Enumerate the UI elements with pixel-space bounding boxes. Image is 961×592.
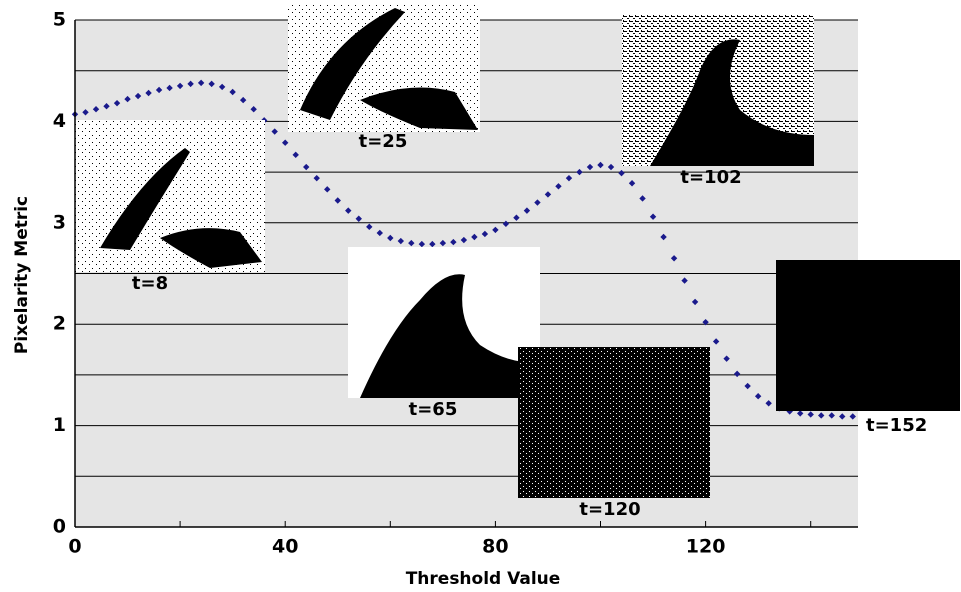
inset-image (518, 347, 710, 498)
point (439, 239, 447, 247)
point (229, 88, 236, 96)
inset-label: t=8 (132, 273, 168, 294)
point (670, 255, 678, 262)
point (481, 230, 489, 238)
point (471, 233, 478, 241)
point (387, 234, 394, 242)
point (271, 128, 278, 135)
point (534, 199, 541, 206)
point (334, 197, 341, 204)
point (628, 180, 636, 187)
point (723, 355, 730, 362)
point (134, 92, 142, 100)
point (460, 236, 468, 244)
y-axis-title: Pixelarity Metric (12, 196, 32, 354)
point (187, 80, 194, 88)
point (597, 161, 604, 169)
point (691, 298, 699, 306)
point (218, 83, 226, 91)
x-tick-label: 40 (272, 536, 298, 558)
inset-label: t=65 (409, 399, 458, 420)
point (397, 237, 405, 245)
inset-label: t=152 (866, 415, 927, 436)
point (250, 106, 257, 113)
point (303, 163, 310, 171)
x-tick-label: 0 (68, 536, 81, 558)
point (418, 240, 426, 248)
point (324, 186, 331, 193)
point (754, 392, 762, 400)
point (818, 412, 825, 419)
point (155, 86, 163, 94)
point (576, 168, 583, 176)
point (555, 183, 562, 190)
point (450, 238, 457, 246)
point (113, 99, 121, 107)
inset-image (348, 247, 540, 398)
point (429, 240, 436, 248)
point (166, 84, 173, 92)
point (282, 139, 289, 146)
inset-label: t=102 (680, 167, 741, 188)
point (849, 413, 856, 420)
x-tick-label: 80 (482, 536, 508, 558)
y-tick-label: 0 (53, 516, 66, 538)
point (92, 106, 100, 113)
point (807, 411, 814, 418)
point (376, 229, 383, 237)
inset-image (776, 260, 960, 411)
point (124, 95, 131, 103)
insets (73, 5, 960, 498)
point (660, 233, 667, 241)
point (197, 79, 205, 87)
y-tick-label: 2 (53, 313, 66, 335)
point (208, 80, 215, 88)
point (586, 163, 594, 171)
y-tick-label: 1 (53, 414, 66, 436)
point (513, 214, 520, 221)
point (639, 195, 646, 202)
y-tick-label: 4 (53, 110, 66, 132)
point (239, 96, 247, 104)
point (145, 89, 152, 97)
point (355, 215, 362, 222)
point (681, 277, 688, 284)
point (828, 412, 835, 419)
point (649, 213, 657, 220)
point (366, 223, 373, 231)
point (502, 220, 510, 228)
point (544, 191, 552, 198)
point (796, 410, 804, 417)
point (702, 318, 709, 326)
y-tick-label: 5 (53, 9, 66, 31)
point (565, 174, 573, 182)
point (765, 400, 772, 407)
point (408, 239, 415, 247)
point (176, 82, 184, 90)
inset-image (288, 5, 480, 132)
inset-label: t=25 (359, 131, 408, 152)
inset-image (73, 120, 265, 272)
point (313, 174, 320, 182)
point (103, 102, 110, 110)
point (712, 338, 720, 345)
inset-image (622, 14, 814, 166)
y-tick-label: 3 (53, 211, 66, 233)
inset-label: t=120 (579, 499, 640, 520)
point (82, 109, 89, 116)
point (523, 207, 531, 214)
x-axis-title: Threshold Value (406, 569, 561, 589)
point (618, 169, 625, 177)
point (492, 226, 499, 234)
point (733, 370, 741, 378)
point (345, 207, 352, 214)
point (744, 382, 751, 390)
point (607, 163, 615, 171)
x-tick-label: 120 (686, 536, 726, 558)
point (292, 151, 299, 159)
point (839, 413, 846, 420)
